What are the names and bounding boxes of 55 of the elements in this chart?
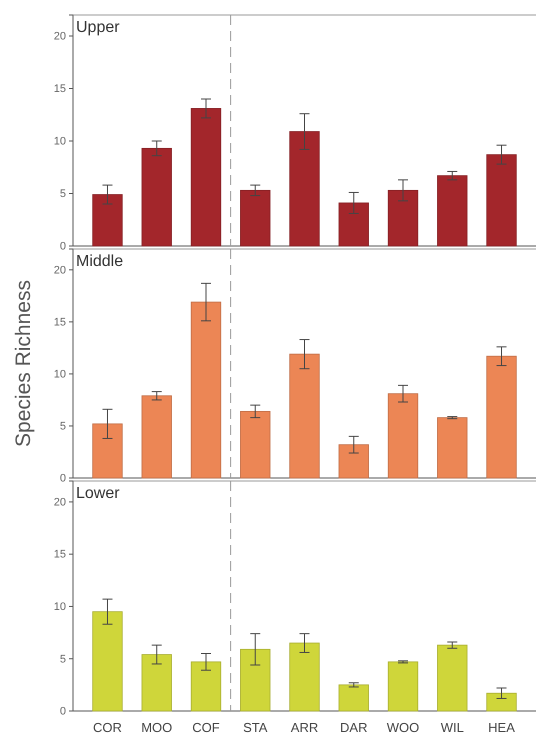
- bar: [289, 354, 320, 478]
- bar: [142, 395, 172, 478]
- bar: [486, 692, 517, 712]
- y-tick-label: 5: [60, 188, 66, 200]
- bar: [190, 302, 222, 478]
- bar: [338, 684, 369, 712]
- x-tick-label: WIL: [440, 720, 464, 736]
- bar: [92, 611, 123, 712]
- y-tick-label: 0: [60, 472, 66, 485]
- bar: [486, 154, 517, 246]
- y-tick-label: 5: [60, 420, 66, 432]
- x-tick-label: DAR: [340, 720, 368, 736]
- x-tick-label: STA: [243, 720, 268, 736]
- bar: [190, 661, 222, 712]
- x-tick-label: COR: [93, 720, 122, 736]
- bar: [289, 642, 320, 712]
- y-tick-label: 15: [54, 548, 66, 561]
- bar: [190, 108, 222, 246]
- chart-title: Lower: [76, 485, 120, 502]
- bar: [240, 648, 270, 712]
- bar: [92, 194, 123, 246]
- bar: [486, 356, 517, 478]
- y-tick-label: 20: [54, 496, 66, 508]
- y-tick-label: 10: [54, 600, 66, 613]
- bar: [142, 148, 172, 246]
- bar: [437, 644, 468, 712]
- bar: [388, 190, 418, 246]
- chart-title: Middle: [76, 253, 124, 270]
- bar: [388, 393, 418, 478]
- y-axis-title: Species Richness: [12, 280, 35, 447]
- y-tick-label: 10: [54, 368, 66, 380]
- y-tick-label: 20: [54, 30, 66, 43]
- x-tick-label: ARR: [290, 720, 318, 736]
- bar: [240, 410, 270, 478]
- x-tick-label: HEA: [488, 720, 516, 736]
- y-tick-label: 15: [54, 83, 66, 96]
- chart-title: Upper: [76, 19, 120, 36]
- y-tick-label: 20: [54, 264, 66, 276]
- x-tick-label: MOO: [141, 720, 172, 736]
- y-tick-label: 10: [54, 136, 66, 148]
- y-tick-label: 0: [60, 240, 66, 253]
- y-tick-label: 15: [54, 316, 66, 328]
- bar: [338, 444, 369, 478]
- bar: [142, 654, 172, 712]
- x-tick-label: WOO: [386, 720, 420, 736]
- bar: [388, 661, 418, 712]
- bar: [289, 131, 320, 246]
- bar: [437, 417, 468, 478]
- y-tick-label: 0: [60, 706, 66, 718]
- y-tick-label: 5: [60, 653, 66, 666]
- bar: [92, 423, 123, 478]
- x-tick-label: COF: [192, 720, 220, 736]
- bar: [240, 190, 270, 246]
- bar: [338, 202, 369, 246]
- bar: [437, 175, 468, 246]
